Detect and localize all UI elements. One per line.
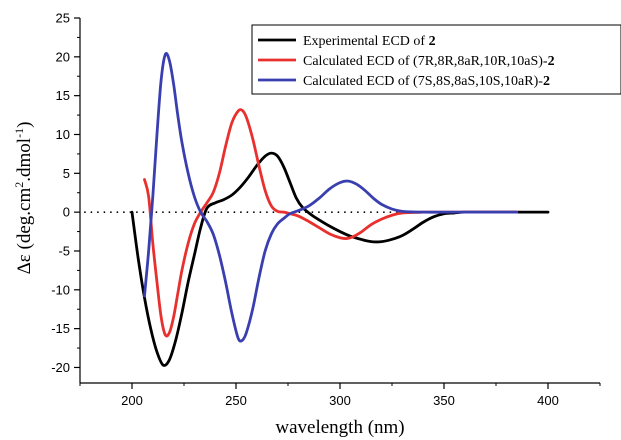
y-tick-label-6: 10 [56, 127, 70, 142]
x-tick-label-2: 300 [329, 393, 351, 408]
series-line-2 [143, 52, 519, 343]
y-tick-label-8: 20 [56, 49, 70, 64]
y-tick-label-2: -10 [51, 282, 70, 297]
y-tick-label-9: 25 [56, 11, 70, 26]
y-ticks: -20 -15 -10 -5 0 5 10 15 20 25 [51, 11, 80, 375]
legend-label-1: Calculated ECD of (7R,8R,8aR,10R,10aS)-2 [303, 54, 555, 69]
y-axis-title: Δε (deg.cm2.dmol-1) [12, 122, 35, 275]
y-axis-title-suffix: ) [14, 122, 35, 128]
y-axis-title-mid: .dmol [14, 138, 35, 182]
x-ticks: 200 250 300 350 400 [79, 383, 601, 408]
y-tick-label-0: -20 [51, 360, 70, 375]
y-axis-title-sup1: 2 [12, 182, 26, 188]
x-tick-label-4: 400 [537, 393, 559, 408]
y-tick-label-3: -5 [58, 243, 70, 258]
y-tick-label-5: 5 [63, 166, 70, 181]
legend-label-2: Calculated ECD of (7S,8S,8aS,10S,10aR)-2 [303, 74, 550, 89]
legend: Experimental ECD of 2 Calculated ECD of (… [251, 24, 621, 95]
y-tick-label-1: -15 [51, 321, 70, 336]
x-tick-label-3: 350 [433, 393, 455, 408]
legend-box [251, 24, 621, 95]
y-tick-label-4: 0 [63, 205, 70, 220]
y-axis-title-prefix: Δε (deg.cm [14, 188, 35, 275]
legend-label-0: Experimental ECD of 2 [303, 34, 436, 49]
series-line-1 [143, 108, 519, 338]
series-line-0 [130, 151, 550, 367]
series-group [130, 52, 550, 367]
x-tick-label-1: 250 [225, 393, 247, 408]
legend-entries: Experimental ECD of 2 Calculated ECD of (… [258, 34, 555, 89]
y-axis-title-sup2: -1 [12, 128, 26, 138]
x-axis-title: wavelength (nm) [275, 417, 404, 438]
x-tick-label-0: 200 [121, 393, 143, 408]
y-tick-label-7: 15 [56, 88, 70, 103]
